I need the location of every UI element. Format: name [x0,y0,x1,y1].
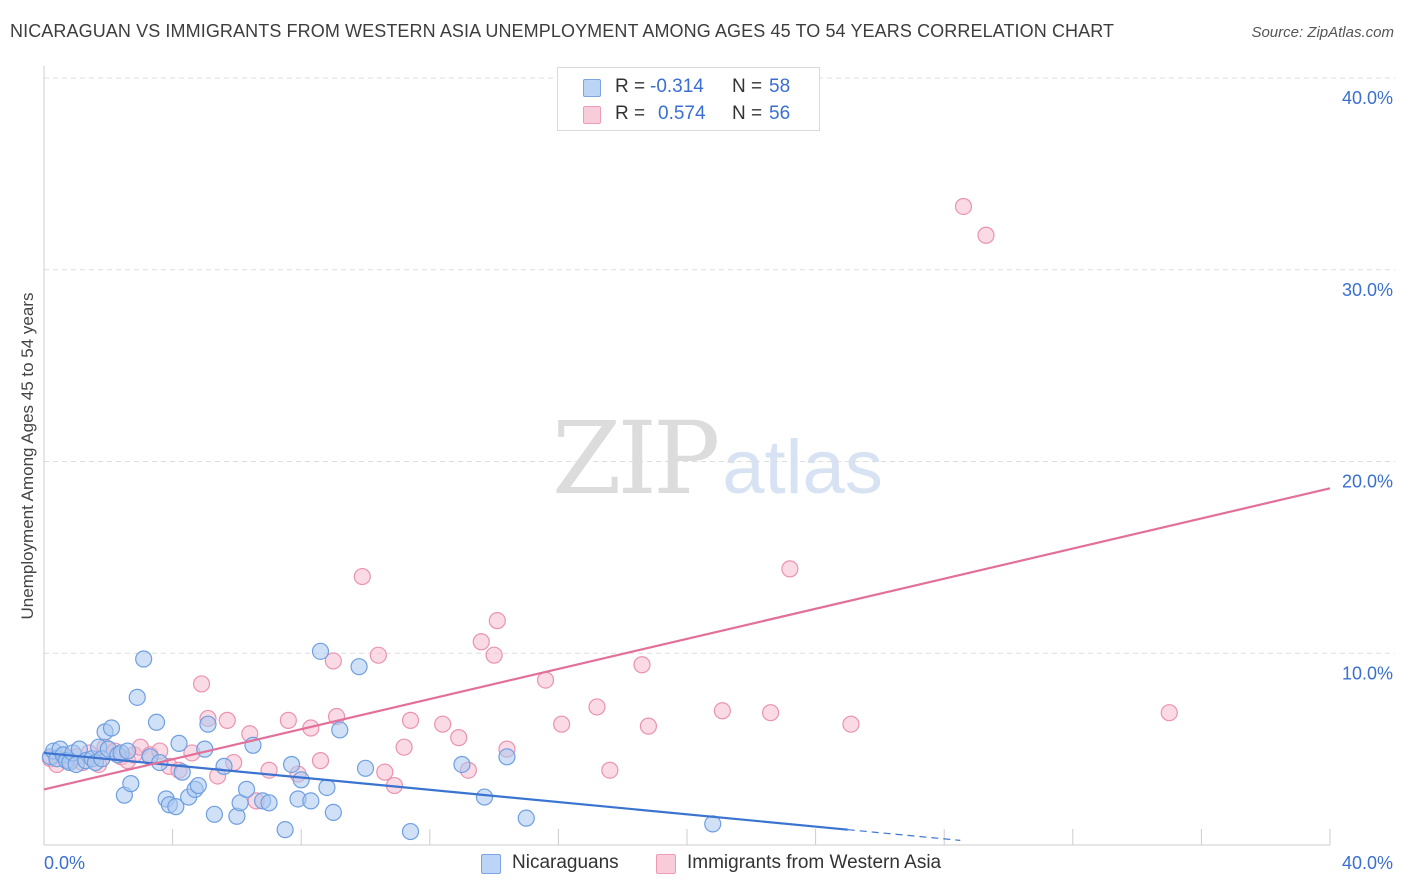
legend-swatch-pink [583,106,601,124]
pink-data-point [192,675,211,693]
blue-data-point [260,794,278,812]
y-tick-label: 10.0% [1342,663,1393,683]
blue-data-point [173,763,191,781]
legend-n-label: N = [732,76,763,97]
blue-data-point [147,713,166,731]
pink-data-point [536,671,555,689]
axis-layer [43,66,1331,846]
pink-data-point [395,738,413,756]
pink-data-point [761,704,780,722]
blue-data-point [102,719,121,737]
pink-data-point [401,711,420,729]
blue-data-point [122,775,140,793]
y-axis-label: Unemployment Among Ages 45 to 54 years [18,292,37,620]
tick-label-layer: 10.0% 20.0% 30.0% 40.0% 0.0% 40.0% [44,88,1393,873]
pink-data-point [279,711,297,729]
bottom-legend-swatch-blue [481,854,501,874]
bottom-legend-label-blue: Nicaraguans [512,852,619,873]
source-label: Source: ZipAtlas.com [1251,24,1394,41]
pink-data-point [324,652,342,670]
legend-r-value: 0.574 [658,103,706,124]
blue-data-point [196,740,214,758]
pink-data-point [369,646,387,664]
blue-data-point [282,755,301,774]
blue-data-point [356,759,375,777]
blue-data-point [199,715,217,733]
blue-data-point [302,792,320,810]
pink-data-point [450,729,468,747]
blue-trend-extension [847,829,961,841]
blue-data-point [517,809,535,827]
pink-data-point [588,698,606,716]
blue-data-point [189,776,207,795]
y-tick-label: 40.0% [1342,88,1393,108]
blue-data-point [401,822,420,841]
chart-title: NICARAGUAN VS IMMIGRANTS FROM WESTERN AS… [10,21,1115,41]
correlation-legend: R = -0.314 N = 58 R = 0.574 N = 56 [557,67,820,131]
pink-data-point [601,761,619,779]
blue-data-point [498,748,516,766]
pink-data-point [353,567,371,586]
pink-data-point [713,702,731,720]
blue-data-point [128,688,146,706]
pink-data-point [633,656,651,674]
blue-data-point [237,780,256,798]
pink-data-point [639,717,658,735]
legend-r-label: R = [615,76,646,97]
blue-data-point [170,734,188,752]
pink-data-point [977,226,995,244]
blue-data-point [311,642,330,660]
pink-data-point [954,197,973,216]
trend-layer [43,487,1331,841]
blue-data-point [331,721,349,739]
pink-data-point [842,715,860,733]
pink-data-point [434,715,452,733]
pink-data-point [553,715,571,733]
y-tick-label: 20.0% [1342,472,1393,492]
blue-data-point [318,778,336,797]
y-tick-label: 30.0% [1342,280,1393,300]
legend-swatch-blue [583,79,601,97]
blue-data-point [453,755,471,774]
blue-data-point [167,798,185,816]
bottom-legend-label-pink: Immigrants from Western Asia [687,852,942,873]
blue-data-point [324,803,342,822]
blue-data-point [292,771,310,789]
bottom-legend-swatch-pink [656,854,676,874]
blue-data-point [215,757,233,775]
pink-data-point [1160,704,1178,722]
pink-data-point [311,752,330,770]
blue-data-point [118,742,137,760]
pink-data-point [485,646,503,664]
legend-r-value: -0.314 [650,76,704,97]
blue-points-group [41,642,722,841]
pink-trend-line [43,487,1331,791]
blue-data-point [475,788,494,806]
legend-n-value: 58 [769,76,791,97]
pink-data-point [488,612,506,630]
blue-data-point [205,805,223,823]
pink-data-point [218,711,236,729]
pink-data-point [781,560,799,578]
blue-data-point [135,650,153,668]
legend-n-value: 56 [769,103,791,124]
x-tick-label: 40.0% [1342,853,1393,873]
blue-data-point [276,821,294,839]
pink-data-point [376,763,394,781]
blue-trend-line [43,751,848,831]
pink-data-point [472,633,490,651]
grid-layer [44,77,1395,654]
legend-n-label: N = [732,103,763,124]
legend-r-label: R = [615,103,646,124]
blue-data-point [350,658,368,676]
x-tick-label: 0.0% [44,853,85,873]
